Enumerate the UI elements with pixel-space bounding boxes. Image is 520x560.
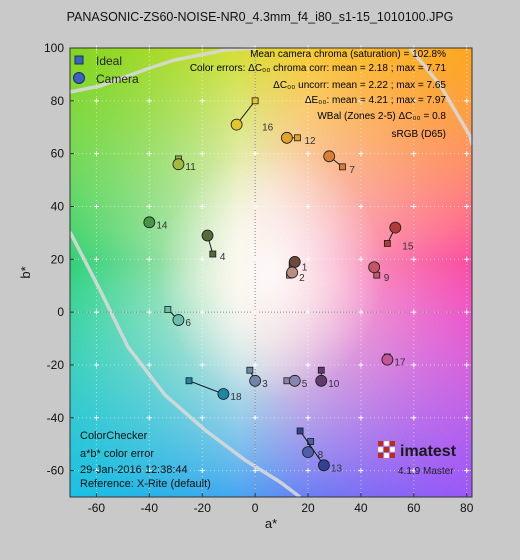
camera-point-18 [217,388,230,400]
imatest-logo: imatest 4.1.9 Master [377,440,457,477]
ideal-point-4 [209,250,217,258]
point-label-16: 16 [262,123,274,134]
point-label-18: 18 [230,392,242,403]
x-tick-label: 40 [354,501,368,515]
camera-point-5 [288,374,301,387]
legend-camera-label: Camera [96,72,139,86]
info-line: 29-Jan-2016 12:38:44 [80,464,188,476]
y-tick-label: -40 [47,411,65,425]
info-line: Reference: X-Rite (default) [80,478,211,490]
point-label-14: 14 [156,220,168,231]
y-tick-label: -60 [47,464,65,478]
legend-camera-marker [73,72,85,84]
point-label-10: 10 [328,379,340,390]
point-label-17: 17 [394,358,406,369]
camera-point-12 [280,131,293,144]
plot-background [70,48,472,497]
x-tick-label: 80 [460,501,474,515]
y-tick-label: 60 [51,147,65,161]
y-tick-label: 80 [51,94,65,108]
axes: -60 -40 -20 0 20 40 60 80 -60 -40 -20 0 20 40 60 80 100 a… [18,41,474,531]
version-text: 4.1.9 Master [398,466,454,477]
y-tick-label: 100 [44,41,64,55]
error-line-18 [188,380,224,395]
error-line-13 [299,430,325,466]
y-axis-label: b* [18,266,33,278]
camera-point-16 [230,118,243,131]
point-label-15: 15 [402,241,414,252]
annotation-line: sRGB (D65) [392,129,446,140]
y-tick-label: 0 [57,305,64,319]
plot-frame [69,47,473,498]
point-label-1: 1 [302,263,308,274]
ideal-point-16 [251,97,259,105]
point-label-3: 3 [262,379,268,390]
ideal-point-6 [164,306,172,313]
point-label-5: 5 [302,379,308,390]
annotations: Mean camera chroma (saturation) = 102.8%… [190,49,447,140]
camera-point-15 [389,221,402,234]
x-tick-label: 0 [252,501,259,515]
camera-point-1 [288,256,301,268]
info-line: ColorChecker [80,430,148,442]
ideal-point-13 [296,427,304,435]
y-tick-label: 20 [51,252,65,266]
point-label-11: 11 [185,162,196,173]
legend-ideal-marker [74,55,84,65]
camera-point-6 [172,314,185,326]
camera-point-10 [315,374,328,387]
ideal-point-15 [383,240,391,247]
srgb-gamut-boundary [68,46,474,499]
logo-mark [377,440,396,459]
y-tick-label: -20 [47,358,65,372]
x-tick-label: -40 [141,501,159,515]
camera-point-7 [323,150,336,163]
x-tick-label: -60 [88,501,106,515]
point-label-7: 7 [349,165,355,176]
camera-point-8 [302,446,314,459]
camera-point-9 [368,261,381,274]
info-box: ColorChecker a*b* color error 29-Jan-2016 … [80,430,211,490]
legend: Ideal Camera [73,54,139,86]
camera-point-17 [381,353,394,366]
ideal-point-18 [185,377,193,385]
x-tick-label: 60 [407,501,421,515]
y-tick-label: 40 [51,199,65,213]
annotation-line: Mean camera chroma (saturation) = 102.8% [250,49,446,60]
annotation-line: ΔC₀₀ uncorr: mean = 2.22 ; max = 7.65 [273,80,446,91]
legend-ideal-label: Ideal [96,54,122,68]
point-label-12: 12 [304,136,316,147]
camera-point-4 [201,229,214,242]
ideal-point-7 [339,163,346,171]
annotation-line: Color errors: ΔC₀₀ chroma corr: mean = 2… [190,63,447,74]
logo-text: imatest [400,443,457,460]
chart-title: PANASONIC-ZS60-NOISE-NR0_4.3mm_f4_i80_s1… [66,10,454,24]
grid [70,45,472,497]
x-tick-label: -20 [194,501,212,515]
camera-point-13 [317,459,330,472]
annotation-line: WBal (Zones 2-5) ΔC₀₀ = 0.8 [317,111,446,122]
camera-point-11 [172,158,185,171]
annotation-line: ΔE₀₀: mean = 4.21 ; max = 7.97 [305,95,447,106]
point-label-2: 2 [299,273,305,284]
ideal-point-3 [246,366,254,374]
x-axis-label: a* [265,516,277,531]
point-label-13: 13 [331,463,343,474]
camera-point-2 [286,266,299,279]
ideal-point-10 [317,366,325,374]
point-label-9: 9 [384,273,390,284]
ideal-point-12 [294,134,301,142]
x-tick-label: 20 [301,501,315,515]
camera-point-3 [249,374,262,387]
info-line: a*b* color error [80,448,154,460]
point-label-4: 4 [220,252,226,263]
point-label-6: 6 [185,318,191,329]
point-label-8: 8 [318,450,324,461]
camera-point-14 [143,216,156,229]
